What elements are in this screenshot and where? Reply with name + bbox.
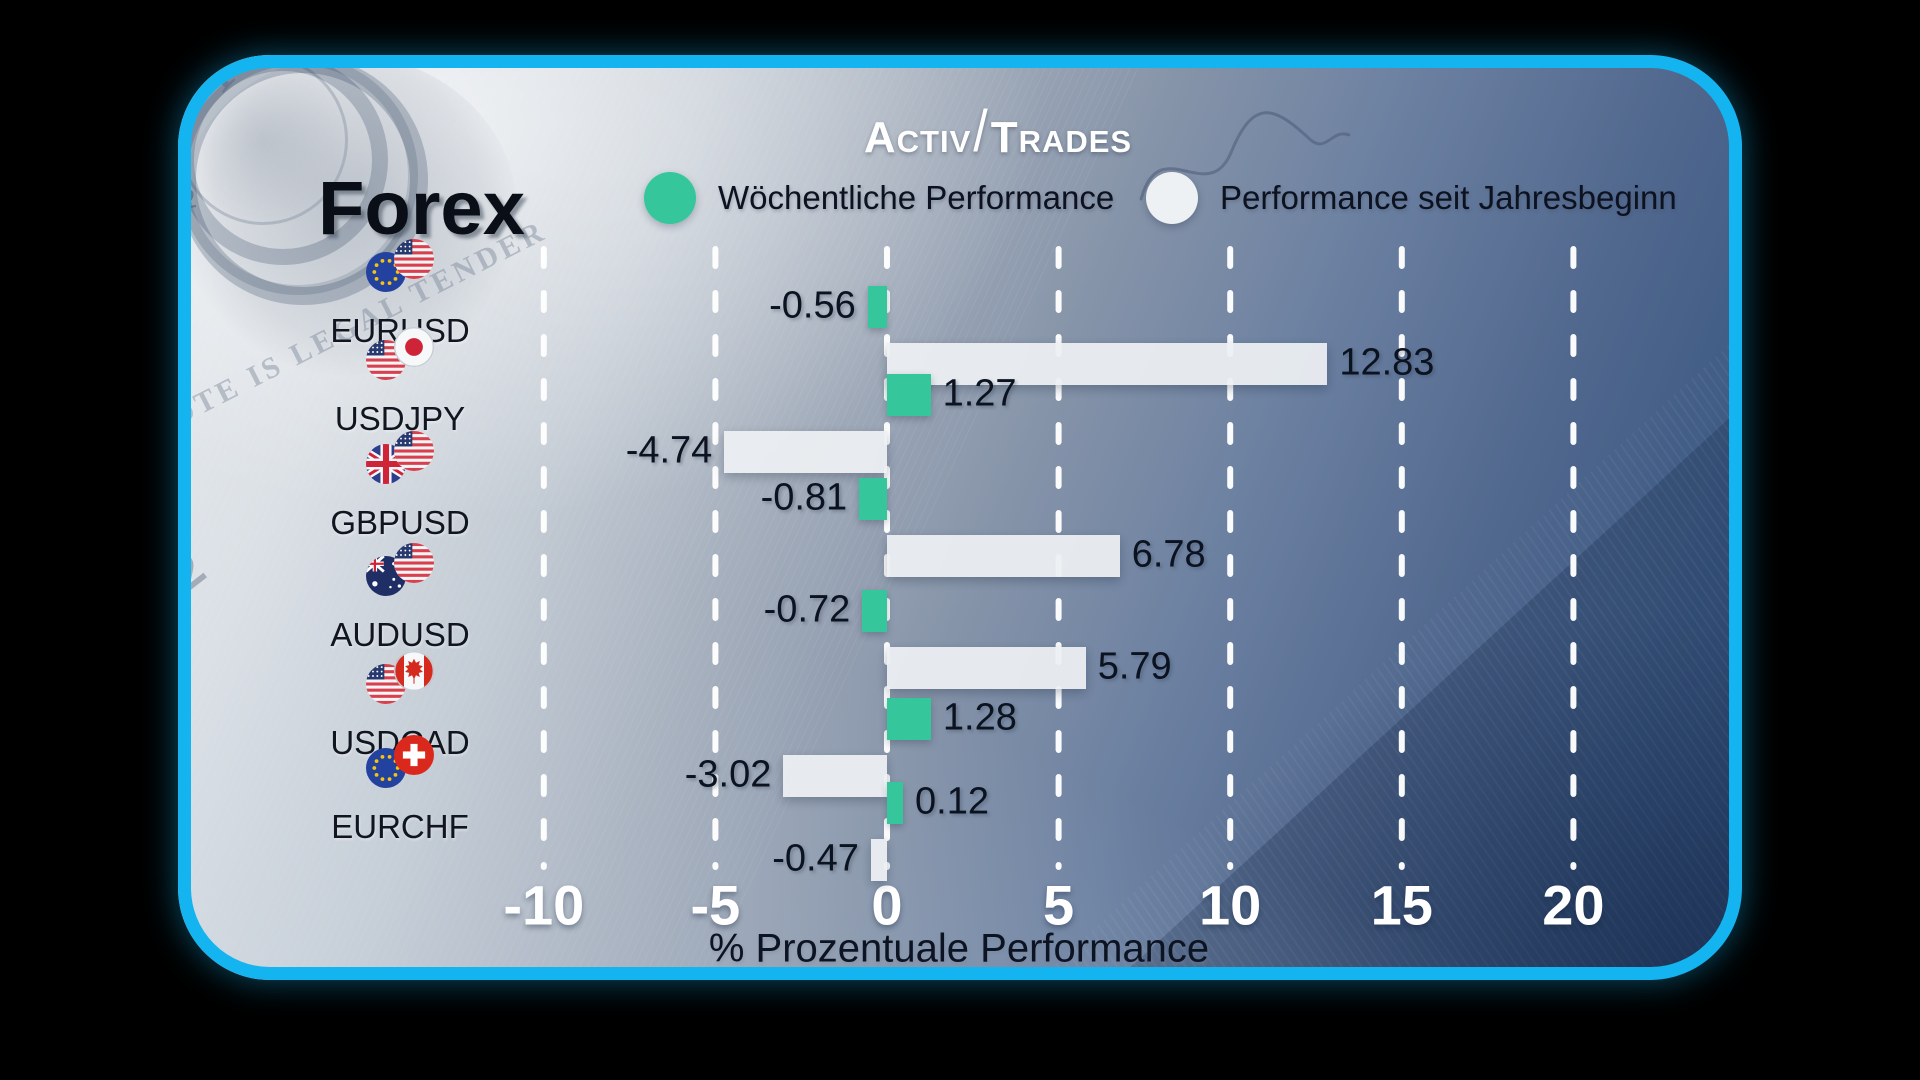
logo-slash-icon: /	[973, 99, 989, 165]
value-label-ytd-AUDUSD: 5.79	[1097, 645, 1172, 688]
pair-flags-EURUSD	[366, 239, 434, 292]
flag-US-icon	[394, 543, 434, 583]
flag-JP-icon	[394, 327, 434, 367]
pair-label-AUDUSD: AUDUSD	[330, 616, 470, 653]
pair-flags-USDCAD	[366, 651, 434, 704]
x-axis-title: % Prozentuale Performance	[708, 926, 1210, 971]
value-label-weekly-USDCAD: 1.28	[942, 696, 1017, 739]
forex-performance-card: 98272 KL 4439 D 322 THIS NOTE IS LEGAL T…	[178, 55, 1742, 980]
chart-legend: Wöchentliche Performance Performance sei…	[178, 55, 1742, 980]
pair-label-GBPUSD: GBPUSD	[330, 504, 470, 541]
bar-ytd-EURCHF	[870, 839, 887, 881]
pair-flags-USDJPY	[366, 327, 434, 380]
bar-weekly-GBPUSD	[859, 478, 887, 520]
value-label-weekly-EURUSD: -0.56	[769, 284, 856, 327]
x-tick--5: -5	[690, 873, 741, 937]
bar-weekly-EURUSD	[867, 286, 887, 328]
flag-CA-icon	[394, 651, 434, 691]
value-label-ytd-GBPUSD: 6.78	[1131, 533, 1206, 576]
x-tick-5: 5	[1043, 873, 1075, 937]
bar-weekly-AUDUSD	[862, 590, 887, 632]
flag-CH-icon	[394, 735, 434, 775]
x-tick--10: -10	[503, 873, 585, 937]
bar-weekly-USDCAD	[887, 698, 931, 740]
bar-chart: % Prozentuale Performance -10 -5 0 5 10 15 20 …	[178, 55, 1742, 980]
bar-weekly-USDJPY	[887, 374, 931, 416]
value-label-weekly-USDJPY: 1.27	[942, 372, 1017, 415]
x-tick-10: 10	[1199, 873, 1262, 937]
bar-weekly-EURCHF	[887, 782, 903, 824]
value-label-ytd-EURUSD: 12.83	[1339, 341, 1435, 384]
pair-label-USDJPY: USDJPY	[334, 400, 466, 437]
bar-ytd-GBPUSD	[887, 535, 1120, 577]
x-tick-15: 15	[1370, 873, 1433, 937]
legend-item-weekly: Wöchentliche Performance	[644, 172, 1114, 224]
pair-label-EURCHF: EURCHF	[331, 808, 469, 845]
value-label-ytd-EURCHF: -0.47	[772, 837, 859, 880]
logo-text-left: Activ	[863, 113, 972, 162]
value-label-ytd-USDCAD: -3.02	[684, 753, 772, 796]
bill-edge-band	[178, 55, 1742, 980]
page-title: Forex	[318, 166, 525, 251]
weekly-legend-swatch-icon	[644, 172, 696, 224]
legend-item-ytd: Performance seit Jahresbeginn	[1146, 172, 1677, 224]
background-shadow-corner	[178, 55, 1742, 980]
bar-ytd-USDJPY	[724, 431, 887, 473]
background-money-collage: 98272 KL 4439 D 322 THIS NOTE IS LEGAL T…	[178, 55, 1742, 980]
pair-flags-AUDUSD	[366, 543, 434, 596]
x-tick-20: 20	[1542, 873, 1605, 937]
value-label-weekly-GBPUSD: -0.81	[760, 476, 848, 519]
signature-squiggle-icon	[1139, 111, 1351, 201]
bar-ytd-EURUSD	[887, 343, 1328, 385]
value-label-weekly-EURCHF: 0.12	[915, 780, 989, 823]
pair-flags-EURCHF	[366, 735, 434, 788]
pair-flags-GBPUSD	[366, 431, 434, 484]
activtrades-logo: Activ/Trades	[863, 100, 1133, 165]
logo-text-right: Trades	[990, 113, 1133, 162]
flag-US-icon	[394, 239, 434, 279]
bar-ytd-USDCAD	[783, 755, 887, 797]
value-label-ytd-USDJPY: -4.74	[625, 429, 713, 472]
ytd-legend-swatch-icon	[1146, 172, 1198, 224]
value-label-weekly-AUDUSD: -0.72	[763, 588, 851, 631]
bar-ytd-AUDUSD	[887, 647, 1086, 689]
x-tick-0: 0	[871, 873, 903, 937]
legend-label-ytd: Performance seit Jahresbeginn	[1220, 179, 1677, 216]
background-highlight	[178, 55, 1742, 980]
flag-US-icon	[394, 431, 434, 471]
legend-label-weekly: Wöchentliche Performance	[718, 179, 1115, 216]
